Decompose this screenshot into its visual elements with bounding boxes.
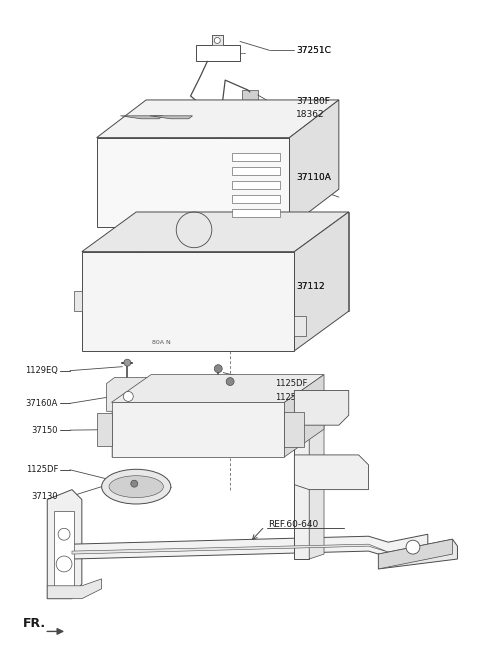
- Circle shape: [58, 528, 70, 540]
- Polygon shape: [285, 412, 304, 447]
- Bar: [231, 195, 280, 203]
- Text: 1129EQ: 1129EQ: [25, 366, 58, 375]
- Polygon shape: [289, 100, 339, 227]
- Text: 37112: 37112: [296, 282, 325, 291]
- Text: 37112: 37112: [296, 282, 325, 291]
- Text: 37150: 37150: [32, 426, 58, 435]
- Bar: [111, 402, 285, 457]
- Bar: [82, 252, 294, 351]
- Text: 80A N: 80A N: [152, 340, 170, 345]
- Polygon shape: [107, 378, 159, 411]
- Ellipse shape: [109, 476, 163, 497]
- Text: 37110A: 37110A: [296, 173, 331, 182]
- Text: 37251C: 37251C: [296, 46, 331, 55]
- Polygon shape: [212, 35, 223, 45]
- Bar: [231, 209, 280, 217]
- Text: 37130: 37130: [32, 492, 58, 501]
- Circle shape: [124, 359, 131, 366]
- Bar: [54, 512, 74, 586]
- Polygon shape: [47, 489, 82, 599]
- Polygon shape: [96, 413, 111, 446]
- Polygon shape: [96, 100, 339, 138]
- Polygon shape: [82, 212, 349, 252]
- Polygon shape: [294, 455, 369, 489]
- Text: 1125DF: 1125DF: [275, 379, 307, 388]
- Text: 37251C: 37251C: [296, 46, 331, 55]
- Polygon shape: [74, 291, 82, 311]
- Text: 1125DF: 1125DF: [26, 465, 58, 474]
- Ellipse shape: [102, 469, 171, 504]
- Bar: [96, 138, 289, 227]
- Polygon shape: [136, 212, 349, 311]
- Polygon shape: [72, 544, 388, 554]
- Polygon shape: [242, 90, 258, 100]
- Polygon shape: [294, 316, 306, 336]
- Polygon shape: [120, 116, 163, 119]
- Bar: [246, 100, 254, 108]
- Polygon shape: [111, 375, 324, 402]
- Text: 37180F: 37180F: [296, 98, 330, 106]
- Circle shape: [56, 556, 72, 572]
- Text: 1125DF: 1125DF: [275, 393, 307, 402]
- Polygon shape: [285, 375, 324, 457]
- Text: 18362: 18362: [296, 110, 325, 118]
- Circle shape: [123, 392, 133, 401]
- Text: 37160A: 37160A: [26, 399, 58, 408]
- Circle shape: [226, 378, 234, 386]
- Polygon shape: [72, 534, 428, 559]
- Text: 37180F: 37180F: [296, 98, 330, 106]
- Polygon shape: [294, 212, 349, 351]
- Circle shape: [214, 365, 222, 373]
- Bar: [231, 181, 280, 189]
- Text: FR.: FR.: [23, 617, 46, 630]
- Polygon shape: [309, 386, 324, 559]
- Circle shape: [214, 37, 220, 43]
- Polygon shape: [294, 390, 349, 425]
- Text: REF.60-640: REF.60-640: [268, 520, 318, 529]
- Circle shape: [406, 540, 420, 554]
- Polygon shape: [47, 579, 102, 599]
- Polygon shape: [195, 35, 240, 61]
- Text: 18362: 18362: [296, 110, 325, 119]
- Polygon shape: [294, 386, 309, 559]
- Polygon shape: [378, 539, 453, 569]
- Polygon shape: [150, 116, 192, 119]
- Bar: [231, 154, 280, 161]
- Circle shape: [131, 480, 138, 487]
- Polygon shape: [378, 539, 457, 569]
- Bar: [231, 167, 280, 175]
- Text: 37110A: 37110A: [296, 173, 331, 182]
